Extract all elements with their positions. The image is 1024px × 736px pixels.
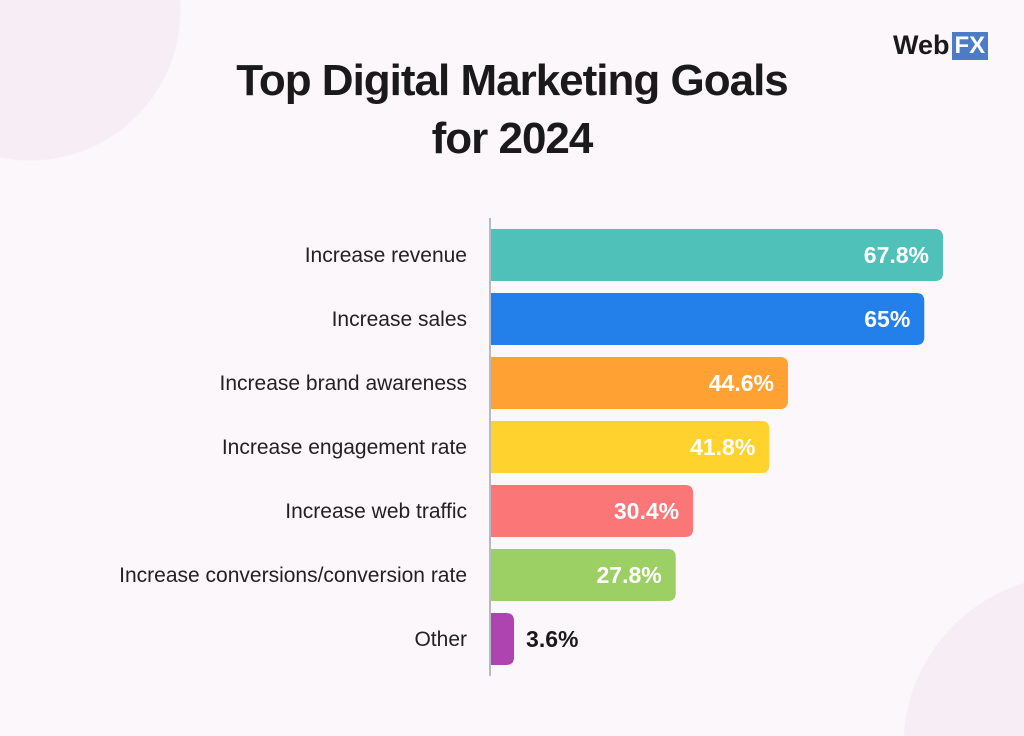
category-label: Increase conversions/conversion rate — [119, 564, 467, 587]
data-label: 65% — [864, 306, 910, 332]
data-label: 67.8% — [864, 242, 929, 268]
data-label: 30.4% — [614, 498, 679, 524]
category-label: Increase revenue — [305, 244, 467, 267]
bar — [490, 229, 943, 281]
bar — [490, 549, 676, 601]
chart-title: Top Digital Marketing Goals for 2024 — [0, 52, 1024, 168]
category-label: Increase web traffic — [285, 500, 467, 523]
data-label: 3.6% — [526, 626, 578, 652]
data-label: 41.8% — [690, 434, 755, 460]
data-label: 44.6% — [709, 370, 774, 396]
category-label: Other — [414, 628, 467, 651]
bar — [490, 613, 515, 665]
category-label: Increase brand awareness — [220, 372, 467, 395]
category-label: Increase engagement rate — [222, 436, 467, 459]
bar — [490, 357, 788, 409]
bar — [490, 421, 770, 473]
data-label: 27.8% — [597, 562, 662, 588]
webfx-logo: Web FX — [893, 30, 989, 61]
title-line: Top Digital Marketing Goals — [236, 56, 789, 105]
logo-fx: FX — [951, 31, 989, 60]
logo-web: Web — [893, 30, 950, 60]
category-label: Increase sales — [332, 308, 467, 331]
bar — [490, 485, 694, 537]
title-line: for 2024 — [431, 114, 594, 163]
bar — [490, 293, 925, 345]
